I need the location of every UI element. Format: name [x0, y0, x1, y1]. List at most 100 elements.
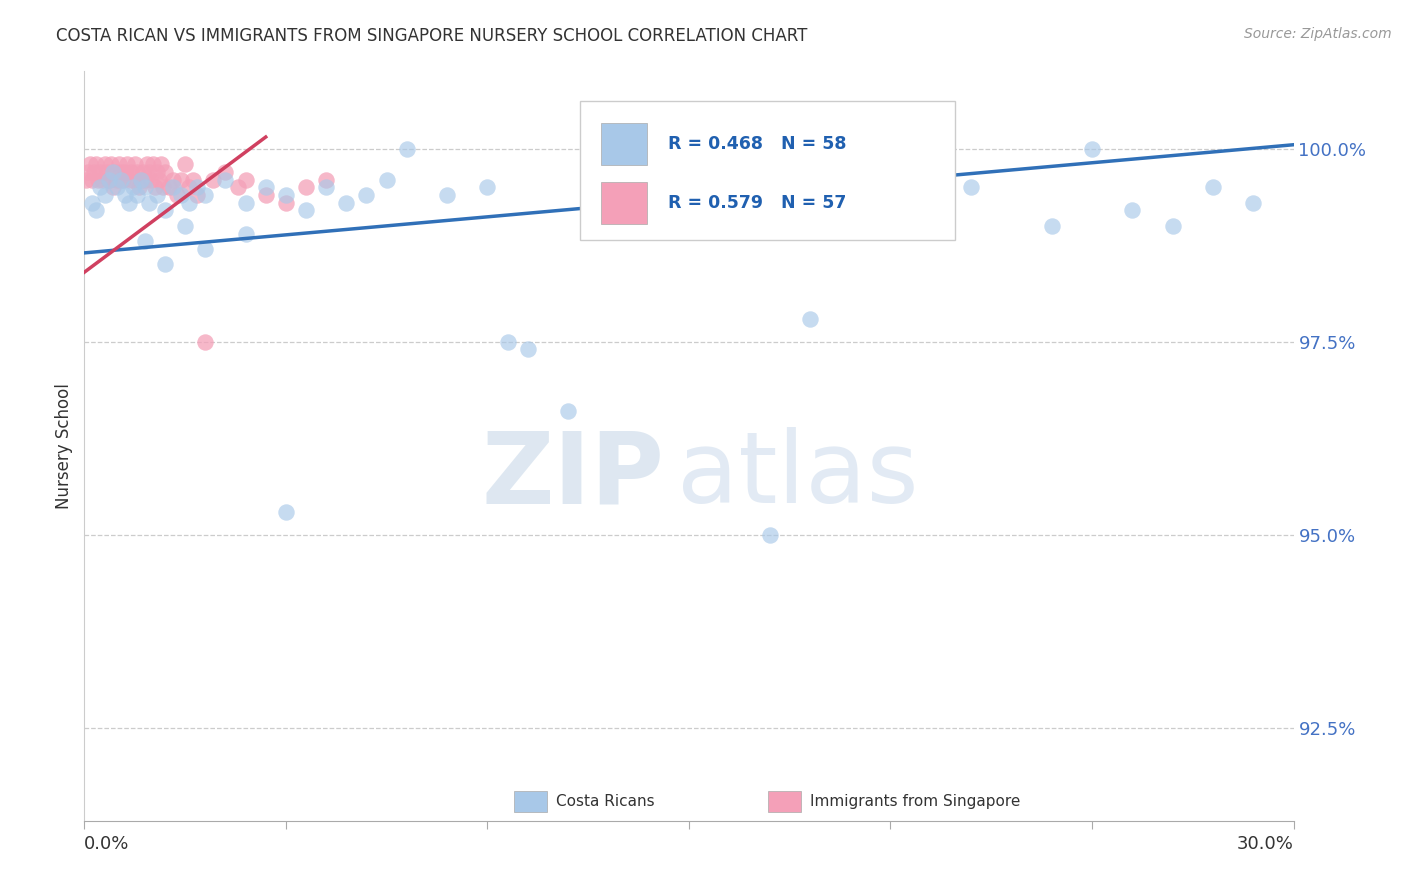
Point [143, 180, 166, 194]
Point [1121, 203, 1143, 218]
Point [576, 180, 599, 194]
Point [718, 219, 741, 233]
Point [142, 157, 165, 171]
Point [97, 172, 120, 186]
Point [146, 165, 169, 179]
Point [93, 188, 115, 202]
Point [104, 165, 127, 179]
Point [960, 180, 983, 194]
FancyBboxPatch shape [581, 102, 955, 240]
Text: Immigrants from Singapore: Immigrants from Singapore [810, 794, 1021, 809]
Point [1161, 219, 1184, 233]
Text: 30.0%: 30.0% [1237, 835, 1294, 853]
Point [105, 172, 128, 186]
Point [235, 195, 257, 210]
Point [1241, 195, 1264, 210]
Point [254, 180, 277, 194]
Point [235, 172, 257, 186]
Point [135, 157, 157, 171]
Point [101, 165, 124, 179]
Point [254, 188, 277, 202]
Point [101, 180, 124, 194]
Point [153, 257, 176, 271]
Text: R = 0.579   N = 57: R = 0.579 N = 57 [668, 194, 846, 212]
Point [96, 165, 118, 179]
Point [162, 180, 184, 194]
Point [202, 172, 225, 186]
Point [82, 172, 104, 186]
Point [100, 157, 122, 171]
Point [170, 172, 193, 186]
Point [118, 172, 141, 186]
Point [179, 195, 201, 210]
Text: ZIP: ZIP [482, 427, 665, 524]
Point [174, 157, 197, 171]
Point [166, 188, 188, 202]
Point [395, 142, 418, 156]
Point [335, 195, 357, 210]
Point [516, 343, 538, 357]
Point [598, 219, 620, 233]
Point [758, 528, 780, 542]
Point [121, 172, 143, 186]
Point [235, 227, 257, 241]
Point [89, 180, 111, 194]
Bar [600, 123, 647, 165]
Point [87, 172, 110, 186]
Point [356, 188, 378, 202]
Point [879, 172, 901, 186]
Point [91, 172, 114, 186]
Point [79, 157, 101, 171]
Point [134, 172, 156, 186]
Point [214, 165, 236, 179]
Point [111, 172, 134, 186]
Point [315, 180, 337, 194]
Y-axis label: Nursery School: Nursery School [55, 383, 73, 509]
Point [436, 188, 458, 202]
Point [105, 180, 128, 194]
Point [83, 165, 105, 179]
Point [194, 334, 217, 349]
Point [114, 188, 136, 202]
Point [138, 195, 160, 210]
Point [162, 172, 184, 186]
Point [214, 172, 236, 186]
Point [134, 180, 156, 194]
Text: R = 0.468   N = 58: R = 0.468 N = 58 [668, 136, 846, 153]
Point [477, 180, 499, 194]
Point [114, 165, 136, 179]
Point [181, 172, 204, 186]
Point [139, 172, 162, 186]
Point [107, 157, 129, 171]
Point [132, 165, 155, 179]
Point [146, 188, 169, 202]
Point [129, 172, 152, 186]
Point [557, 404, 579, 418]
Text: 0.0%: 0.0% [84, 835, 129, 853]
Point [295, 180, 318, 194]
Point [128, 180, 150, 194]
Point [120, 165, 142, 179]
Point [125, 188, 148, 202]
Point [274, 505, 297, 519]
Point [157, 180, 180, 194]
Bar [513, 790, 547, 812]
Bar [600, 183, 647, 224]
Point [1202, 180, 1225, 194]
Point [93, 157, 115, 171]
Point [115, 157, 138, 171]
Point [152, 180, 174, 194]
Point [186, 180, 208, 194]
Point [153, 203, 176, 218]
Point [194, 188, 217, 202]
Point [134, 235, 156, 249]
Point [186, 188, 208, 202]
Point [125, 165, 148, 179]
Point [1040, 219, 1063, 233]
Point [170, 188, 193, 202]
Point [375, 172, 398, 186]
Point [274, 188, 297, 202]
Point [678, 180, 700, 194]
Point [77, 165, 100, 179]
Point [153, 165, 176, 179]
